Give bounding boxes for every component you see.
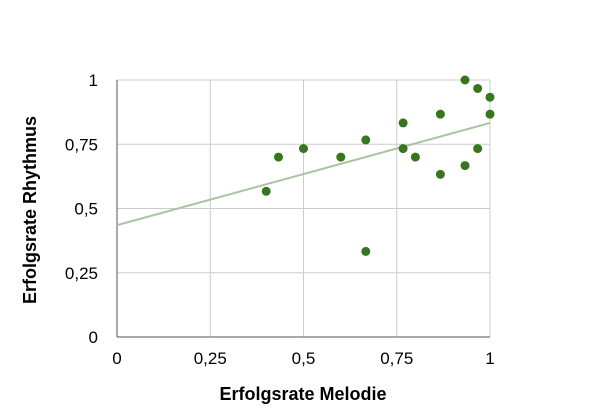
data-point-1: [274, 152, 284, 162]
trendline: [116, 121, 491, 227]
y-tick-label-3: 0,75: [65, 135, 98, 154]
grid-lines: [116, 79, 491, 338]
data-point-4: [361, 135, 371, 145]
x-tick-labels: 0 0,25 0,5 0,75 1: [112, 349, 494, 368]
x-tick-label-2: 0,5: [292, 349, 316, 368]
data-points: [261, 75, 495, 256]
x-tick-label-3: 0,75: [380, 349, 413, 368]
y-axis-title: Erfolgsrate Rhythmus: [20, 116, 40, 304]
data-point-3: [336, 152, 346, 162]
y-tick-labels: 0 0,25 0,5 0,75 1: [65, 71, 98, 347]
data-point-6: [398, 118, 408, 128]
x-axis-title: Erfolgsrate Melodie: [219, 384, 386, 404]
x-tick-label-0: 0: [112, 349, 121, 368]
data-point-7: [398, 144, 408, 154]
data-point-13: [473, 83, 483, 93]
data-point-10: [435, 169, 445, 179]
data-point-0: [261, 186, 271, 196]
data-point-2: [299, 144, 308, 154]
data-point-16: [485, 109, 495, 119]
data-point-5: [361, 246, 371, 256]
trendline-group: [116, 121, 491, 227]
x-tick-label-4: 1: [485, 349, 494, 368]
data-point-12: [460, 161, 470, 171]
data-point-14: [473, 144, 483, 154]
x-tick-label-1: 0,25: [194, 349, 227, 368]
y-tick-label-0: 0: [89, 328, 98, 347]
data-point-9: [435, 109, 445, 119]
data-point-15: [485, 92, 495, 102]
y-tick-label-1: 0,25: [65, 264, 98, 283]
y-tick-label-2: 0,5: [74, 200, 98, 219]
data-point-11: [460, 75, 470, 85]
data-point-8: [410, 152, 420, 162]
y-tick-label-4: 1: [89, 71, 98, 90]
